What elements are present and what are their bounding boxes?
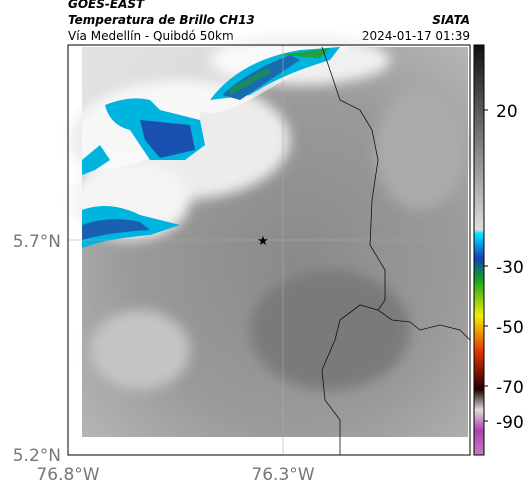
map-panel: ★	[67, 35, 471, 456]
subtitle: Vía Medellín - Quibdó 50km	[68, 29, 234, 43]
lon-label: 76.8°W	[36, 465, 99, 485]
colorbar-tick-label: -50	[496, 318, 524, 338]
colorbar-tick-label: -70	[496, 378, 524, 398]
timestamp: 2024-01-17 01:39	[362, 29, 470, 43]
colorbar-tick-label: -30	[496, 258, 524, 278]
colorbar: 20 -30 -50 -70 -90	[473, 44, 524, 456]
star-marker: ★	[257, 234, 269, 249]
colorbar-tick-label: -90	[496, 413, 524, 433]
lat-label: 5.2°N	[13, 446, 61, 466]
colorbar-tick-label: 20	[496, 102, 518, 122]
title-satellite: GOES-EAST	[68, 0, 145, 11]
lon-label: 76.3°W	[251, 465, 314, 485]
source: SIATA	[432, 13, 470, 27]
lat-label: 5.7°N	[13, 232, 61, 252]
title-product: Temperatura de Brillo CH13	[68, 13, 255, 27]
